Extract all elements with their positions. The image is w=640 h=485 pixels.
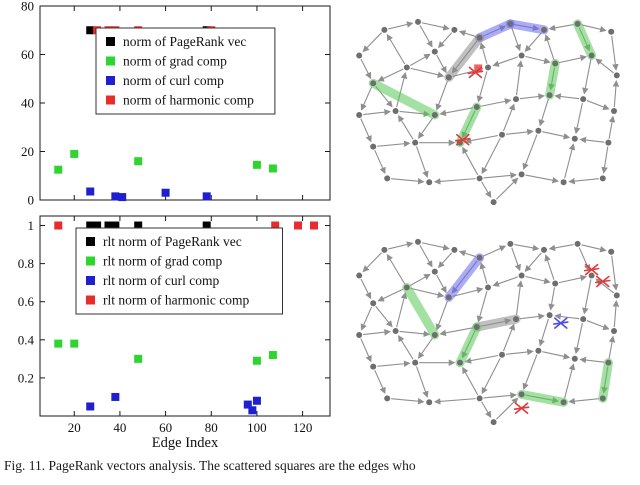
svg-text:20: 20 (68, 420, 81, 435)
figure: 0 20 40 60 80 norm of PageRank vec norm of gra… (0, 0, 638, 452)
svg-text:0.6: 0.6 (18, 294, 35, 309)
svg-text:40: 40 (113, 420, 126, 435)
svg-text:norm of grad comp: norm of grad comp (123, 54, 227, 69)
svg-text:80: 80 (21, 0, 34, 14)
svg-text:rlt norm of grad comp: rlt norm of grad comp (103, 254, 222, 269)
svg-text:Edge Index: Edge Index (152, 435, 219, 451)
svg-text:rlt norm of PageRank vec: rlt norm of PageRank vec (103, 234, 242, 249)
svg-text:80: 80 (205, 420, 218, 435)
svg-text:20: 20 (21, 144, 34, 159)
svg-text:0.8: 0.8 (18, 256, 34, 271)
svg-text:40: 40 (21, 96, 34, 111)
svg-text:0: 0 (28, 193, 35, 208)
scatter-plots-column: 0 20 40 60 80 norm of PageRank vec norm of gra… (0, 0, 338, 452)
network-graph-top (356, 18, 620, 206)
svg-text:60: 60 (159, 420, 172, 435)
svg-text:60: 60 (21, 47, 34, 62)
scatter-plot-norms: 0 20 40 60 80 norm of PageRank vec norm of gra… (21, 0, 331, 208)
network-graphs-column (338, 0, 638, 452)
svg-text:norm of PageRank vec: norm of PageRank vec (123, 34, 246, 49)
svg-text:120: 120 (293, 420, 313, 435)
svg-text:norm of harmonic comp: norm of harmonic comp (123, 93, 254, 108)
svg-text:0.4: 0.4 (18, 332, 35, 347)
svg-text:100: 100 (247, 420, 267, 435)
svg-text:norm of curl comp: norm of curl comp (123, 73, 224, 88)
network-graph-bottom (356, 238, 620, 426)
svg-text:0.2: 0.2 (18, 370, 34, 385)
svg-text:rlt norm of curl comp: rlt norm of curl comp (103, 273, 219, 288)
svg-text:1: 1 (28, 218, 35, 233)
figure-caption: Fig. 11. PageRank vectors analysis. The … (4, 458, 416, 473)
svg-text:rlt norm of harmonic comp: rlt norm of harmonic comp (103, 293, 249, 308)
